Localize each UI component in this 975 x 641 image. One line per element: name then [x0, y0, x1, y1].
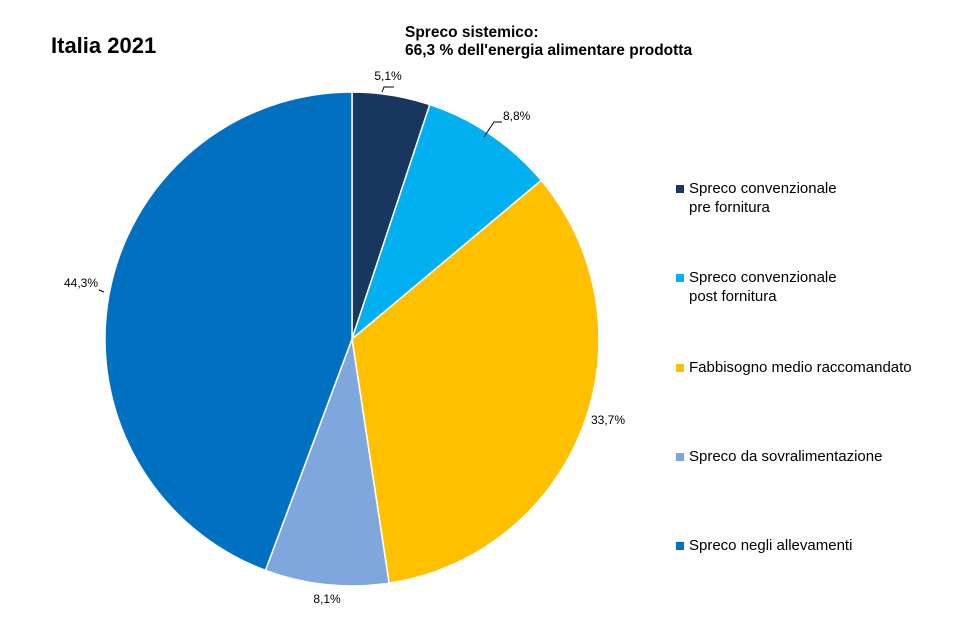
subtitle-line-2: 66,3 % dell'energia alimentare prodotta	[405, 42, 693, 59]
legend-label-3: Fabbisogno medio raccomandato	[689, 359, 912, 376]
legend-swatch-5	[676, 542, 684, 550]
legend-swatch-2	[676, 274, 684, 282]
pie-slice-2	[350, 103, 543, 342]
legend-label-4: Spreco da sovralimentazione	[689, 448, 883, 465]
data-label-5: 44,3%	[64, 276, 98, 290]
legend-swatch-3	[676, 364, 684, 372]
legend-item-2: Spreco convenzionale post fornitura	[676, 268, 837, 306]
data-label-2: 8,8%	[503, 109, 531, 123]
legend-swatch-1	[676, 185, 684, 193]
legend-item-4: Spreco da sovralimentazione	[676, 447, 882, 466]
pie-data-labels: 5,1% 8,8% 33,7% 8,1% 44,3%	[64, 69, 625, 606]
legend-item-3: Fabbisogno medio raccomandato	[676, 358, 912, 377]
legend-label-2: Spreco convenzionale post fornitura	[689, 269, 837, 305]
pie-slices	[104, 91, 600, 587]
legend-item-5: Spreco negli allevamenti	[676, 536, 852, 555]
legend-label-1: Spreco convenzionale pre fornitura	[689, 180, 837, 216]
leader-line-5	[98, 289, 105, 293]
data-label-1: 5,1%	[374, 69, 402, 83]
data-label-4: 8,1%	[313, 592, 341, 606]
legend-label-5: Spreco negli allevamenti	[689, 537, 853, 554]
subtitle-line-1: Spreco sistemico:	[405, 24, 539, 41]
pie-leader-lines	[98, 86, 502, 293]
chart-subtitle: Spreco sistemico: 66,3 % dell'energia al…	[405, 24, 692, 60]
pie-slice-5	[104, 91, 353, 572]
leader-line-1	[381, 86, 394, 93]
chart-title: Italia 2021	[51, 33, 157, 58]
legend-swatch-4	[676, 453, 684, 461]
leader-line-2	[483, 121, 502, 138]
legend-item-1: Spreco convenzionale pre fornitura	[676, 179, 837, 217]
pie-slice-3	[351, 179, 600, 585]
data-label-3: 33,7%	[591, 413, 625, 427]
pie-slice-4	[264, 336, 390, 587]
